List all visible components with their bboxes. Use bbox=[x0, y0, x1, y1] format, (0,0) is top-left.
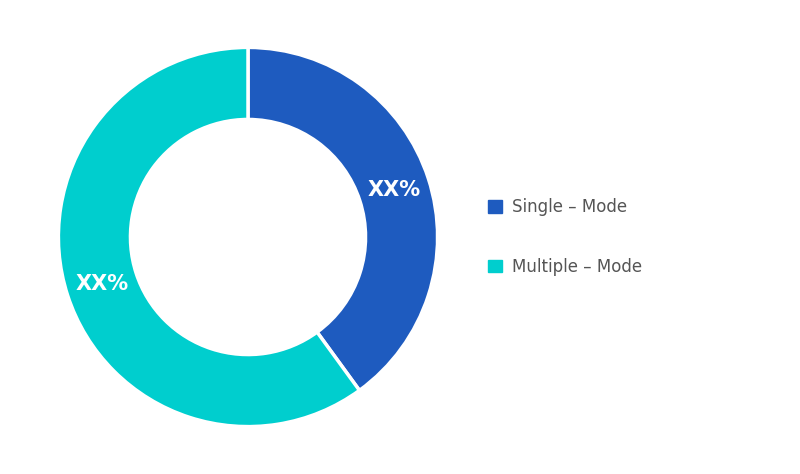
Text: XX%: XX% bbox=[75, 274, 129, 294]
Wedge shape bbox=[248, 47, 438, 391]
Wedge shape bbox=[58, 47, 359, 427]
Text: XX%: XX% bbox=[367, 180, 421, 200]
Legend: Single – Mode, Multiple – Mode: Single – Mode, Multiple – Mode bbox=[488, 198, 642, 276]
